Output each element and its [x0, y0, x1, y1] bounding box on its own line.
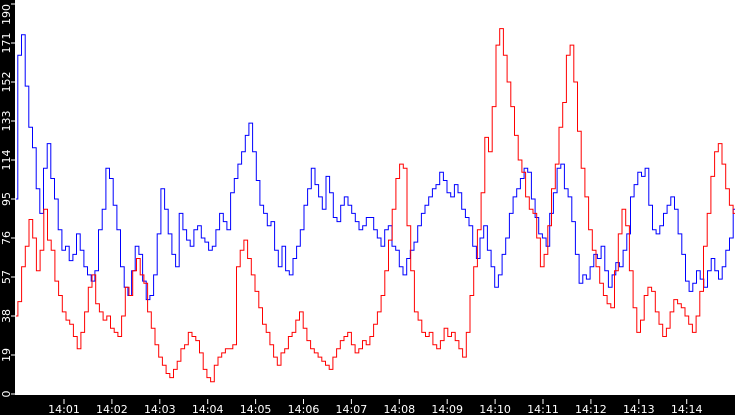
y-tick-label: 0: [0, 391, 13, 398]
y-tick-label: 171: [0, 33, 13, 54]
series-line-red: [16, 28, 735, 383]
x-tick-label: 14:10: [479, 403, 511, 415]
y-tick-label: 57: [0, 270, 13, 284]
x-tick-label: 14:06: [288, 403, 320, 415]
x-tick-label: 14:05: [240, 403, 272, 415]
x-tick-label: 14:09: [431, 403, 463, 415]
series-layer: [16, 28, 735, 383]
x-tick-label: 14:12: [575, 403, 607, 415]
y-axis: 0 19 38 57 76 95 114 133 152 171 190: [0, 3, 15, 398]
y-tick-label: 190: [0, 4, 13, 25]
x-tick-label: 14:02: [96, 403, 128, 415]
x-tick-label: 14:01: [48, 403, 80, 415]
y-tick-label: 38: [0, 309, 13, 323]
x-axis: 14:01 14:02 14:03 14:04 14:05 14:06 14:07 14:08…: [48, 399, 703, 415]
y-tick-label: 152: [0, 72, 13, 93]
x-tick-label: 14:13: [623, 403, 655, 415]
x-tick-label: 14:07: [336, 403, 368, 415]
x-tick-label: 14:04: [192, 403, 224, 415]
y-tick-label: 114: [0, 150, 13, 171]
x-tick-label: 14:03: [144, 403, 176, 415]
y-tick-label: 19: [0, 348, 13, 362]
x-tick-label: 14:11: [527, 403, 559, 415]
y-tick-label: 95: [0, 192, 13, 206]
y-tick-label: 133: [0, 111, 13, 132]
y-tick-label: 76: [0, 231, 13, 245]
series-line-blue: [16, 34, 735, 301]
plot-area: [15, 0, 735, 395]
x-tick-label: 14:14: [671, 403, 703, 415]
x-tick-label: 14:08: [383, 403, 415, 415]
